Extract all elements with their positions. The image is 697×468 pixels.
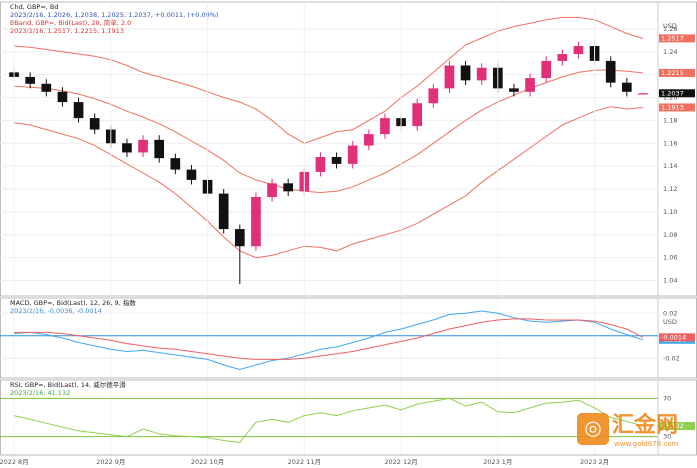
- value-tag-box: [659, 333, 695, 342]
- x-tick-label: 2022 12月: [384, 458, 417, 466]
- y-tick-label: 1.04: [663, 277, 677, 285]
- x-tick-label: 2023 2月: [580, 458, 609, 466]
- candle-body: [525, 78, 535, 92]
- panel-header: 2023/2/16, 1.2026, 1.2038, 1.2025, 1.203…: [10, 11, 218, 19]
- y-tick-label: 1.24: [663, 48, 677, 56]
- y-tick-label: 1.16: [663, 139, 677, 147]
- value-tag-label: 41.132: [661, 422, 684, 430]
- y-tick-label: 1.12: [663, 185, 677, 193]
- candle-body: [234, 229, 245, 247]
- line-series: [14, 106, 643, 259]
- x-tick-label: 2022 8月: [0, 458, 29, 466]
- y-tick-label: 0.02: [663, 309, 677, 317]
- value-tag: -0.0014: [659, 333, 695, 342]
- candle-body: [331, 157, 342, 164]
- value-tag-box: [659, 421, 695, 430]
- y-tick-label: 70: [663, 394, 671, 402]
- watermark-title: 汇金网: [612, 412, 678, 438]
- candle-body: [41, 83, 52, 92]
- candle-body: [170, 158, 181, 170]
- panel-header: BBand, GBP=, Bid(Last), 20, 简单, 2.0: [10, 18, 131, 27]
- candle-body: [621, 82, 632, 92]
- x-tick-label: 2022 11月: [288, 458, 321, 466]
- y-tick-label: 1.18: [663, 116, 677, 124]
- watermark-icon: ◎: [584, 416, 601, 440]
- x-tick-label: 2023 1月: [483, 458, 512, 466]
- candle-body: [476, 67, 487, 81]
- x-tick-label: 2022 9月: [96, 458, 125, 466]
- watermark-logo: [577, 413, 609, 445]
- candle-body: [605, 60, 616, 83]
- candle-body: [638, 93, 648, 95]
- line-series: [13, 397, 644, 443]
- y-tick-label: -0.02: [663, 354, 680, 362]
- panel-header: RSI, GBP=, Bid(Last), 14, 威尔德平滑: [10, 380, 126, 389]
- candle-body: [122, 143, 132, 153]
- candle-body: [57, 91, 68, 103]
- value-tag-box: [659, 68, 695, 77]
- axis-unit: USD: [663, 318, 677, 326]
- candle-body: [251, 197, 261, 247]
- y-tick-label: 1.08: [663, 231, 677, 239]
- candle-body: [218, 193, 229, 230]
- y-tick-label: 1.06: [663, 254, 677, 262]
- candle-body: [138, 139, 148, 153]
- candle-body: [267, 183, 277, 198]
- value-tag-box: [659, 89, 695, 98]
- candle-body: [89, 118, 100, 130]
- value-tag-label: 1.1913: [661, 103, 684, 111]
- candle-body: [363, 134, 374, 146]
- value-tag-label: 1.2215: [661, 69, 684, 77]
- axis-unit: USD: [663, 22, 677, 30]
- panel-header: MACD, GBP=, Bid(Last), 12, 26, 9, 指数: [10, 298, 136, 307]
- candle-body: [541, 60, 552, 79]
- y-tick-label: 1.10: [663, 208, 677, 216]
- value-tag-box: [659, 34, 695, 43]
- line-series: [14, 310, 644, 371]
- value-tag: 41.132: [659, 421, 695, 430]
- candle-body: [557, 54, 568, 61]
- candle-body: [186, 169, 197, 180]
- y-tick-label: 1.20: [663, 94, 677, 102]
- candle-body: [444, 65, 455, 89]
- y-tick-label: 1.14: [663, 162, 677, 170]
- value-tag-label: -0.0014: [661, 333, 686, 341]
- panel-header: 2023/2/16, 1.2517, 1.2215, 1.1913: [10, 27, 124, 35]
- line-series: [14, 16, 644, 144]
- candle-body: [25, 76, 36, 84]
- panel-header: 2023/2/16, 41.132: [10, 389, 70, 397]
- y-tick-label: 30: [663, 433, 671, 441]
- candle-body: [412, 103, 423, 127]
- candle-body: [283, 183, 294, 192]
- value-tag-label: 1.2037: [661, 89, 684, 97]
- y-tick-label: 1.26: [663, 25, 677, 33]
- value-tag: 1.2517: [659, 34, 695, 43]
- candle-body: [380, 118, 390, 135]
- watermark-url: www.gold678.com: [614, 440, 679, 448]
- candle-body: [315, 157, 326, 172]
- panel-header: Chd, GBP=, Bd: [10, 3, 59, 11]
- candle-body: [154, 139, 165, 159]
- panel-header: 2023/2/16, -0.0036, -0.0014: [10, 307, 102, 315]
- value-tag-box: [659, 103, 695, 112]
- value-tag: 1.2037: [659, 89, 695, 98]
- candle-body: [428, 88, 439, 104]
- x-tick-label: 2022 10月: [191, 458, 224, 466]
- candle-body: [347, 145, 358, 164]
- candle-body: [73, 102, 84, 119]
- value-tag: 1.2215: [659, 68, 695, 77]
- candle-body: [509, 88, 519, 92]
- candle-body: [460, 65, 471, 81]
- candle-body: [573, 46, 584, 55]
- line-series: [14, 69, 643, 194]
- watermark: ◎ 汇金网 www.gold678.com: [577, 412, 679, 448]
- value-tag-label: 1.2517: [661, 34, 684, 42]
- value-tag: 1.1913: [659, 103, 695, 112]
- line-series: [14, 318, 644, 360]
